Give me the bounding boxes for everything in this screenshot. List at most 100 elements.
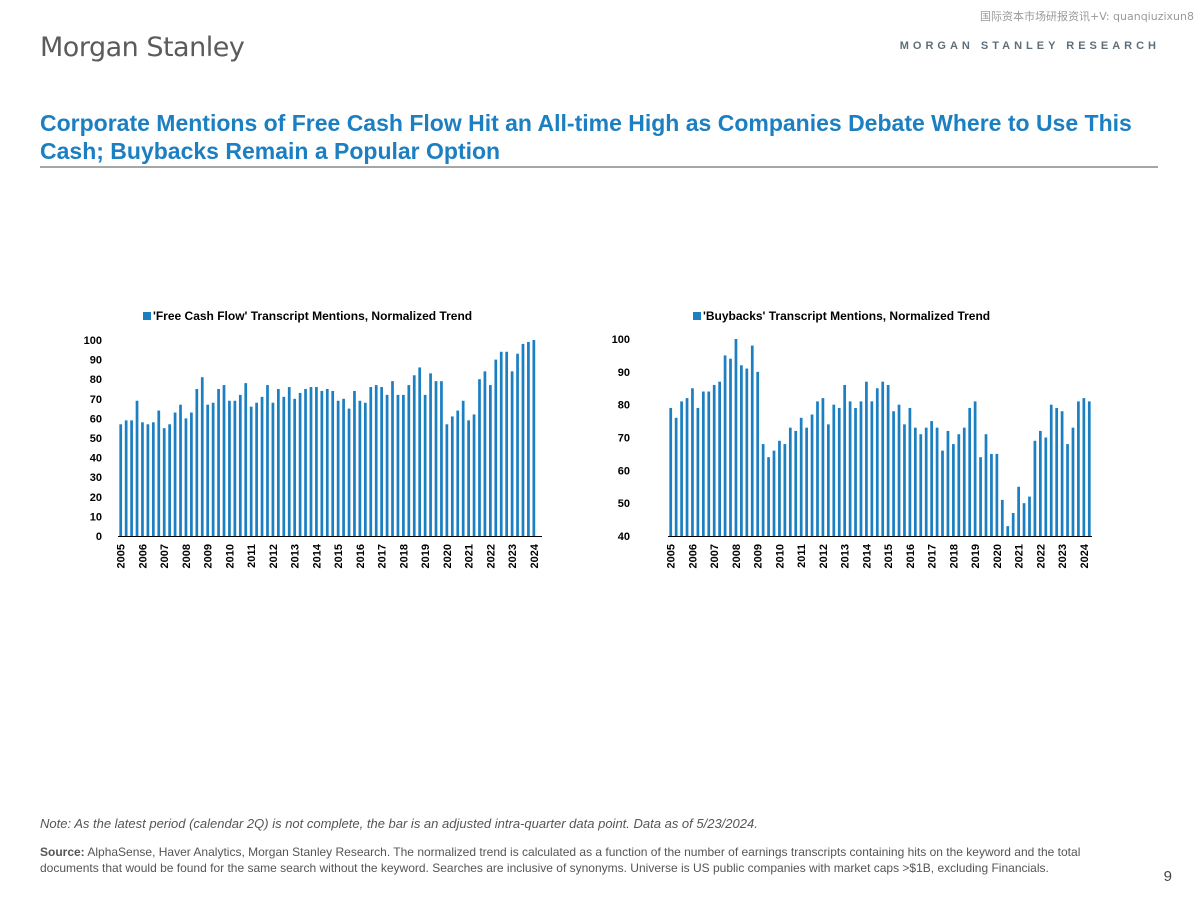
bar: [151, 422, 155, 536]
bar: [843, 384, 847, 536]
bar: [924, 427, 928, 536]
x-tick-label: 2016: [355, 544, 367, 568]
source-label: Source:: [40, 845, 85, 859]
bar: [1082, 398, 1086, 536]
x-tick-label: 2006: [687, 544, 699, 568]
bar: [794, 430, 798, 536]
bar: [821, 398, 825, 536]
bar: [674, 417, 678, 536]
bar: [892, 411, 895, 536]
chart-legend: 'Buybacks' Transcript Mentions, Normaliz…: [693, 309, 990, 323]
x-tick-label: 2023: [507, 544, 519, 568]
bar: [119, 424, 123, 536]
x-tick-label: 2008: [731, 544, 743, 568]
bar: [799, 417, 803, 536]
x-tick-label: 2009: [203, 544, 215, 568]
bar: [756, 371, 760, 536]
bar: [723, 355, 727, 536]
bar: [1028, 496, 1031, 536]
bar: [886, 384, 890, 536]
bar: [440, 381, 443, 536]
x-tick-label: 2022: [485, 544, 497, 568]
bar: [691, 388, 694, 536]
bar: [669, 407, 673, 536]
bar: [1049, 404, 1053, 536]
y-tick-label: 20: [90, 492, 102, 504]
bar: [837, 407, 841, 536]
bar: [315, 387, 318, 536]
bar: [984, 434, 988, 536]
bar: [908, 407, 912, 536]
bar: [935, 427, 939, 536]
bar: [734, 339, 738, 536]
bar: [499, 351, 503, 536]
bar: [516, 353, 519, 536]
bar: [363, 402, 367, 536]
bar: [162, 428, 166, 536]
bar: [952, 444, 955, 536]
bar: [342, 398, 345, 536]
bar: [211, 402, 215, 536]
bar: [391, 381, 394, 536]
bar: [244, 383, 248, 536]
bar: [434, 381, 438, 536]
bar: [941, 450, 944, 536]
y-tick-label: 70: [618, 433, 630, 445]
bar: [450, 416, 454, 536]
bar: [271, 402, 275, 536]
bar: [293, 398, 297, 536]
bar: [287, 387, 291, 536]
x-tick-label: 2011: [246, 544, 258, 568]
x-tick-label: 2015: [333, 544, 345, 568]
bar: [266, 385, 269, 536]
bar: [445, 424, 449, 536]
x-tick-label: 2015: [883, 544, 895, 568]
x-tick-label: 2019: [420, 544, 432, 568]
bar: [124, 420, 128, 536]
x-tick-label: 2010: [774, 544, 786, 568]
x-tick-label: 2024: [1079, 543, 1091, 568]
bar: [195, 389, 199, 536]
y-tick-label: 40: [90, 453, 102, 465]
brand-header: MORGAN STANLEY RESEARCH: [899, 40, 1160, 52]
bar: [1044, 437, 1048, 536]
bar: [827, 424, 830, 536]
bar: [881, 381, 885, 536]
x-tick-label: 2021: [464, 544, 476, 568]
bar: [1077, 401, 1080, 536]
bar: [930, 421, 933, 536]
bar: [168, 424, 171, 536]
y-tick-label: 80: [90, 374, 102, 386]
bar: [325, 389, 329, 536]
bar: [696, 407, 700, 536]
bar: [200, 377, 204, 536]
bar: [1000, 499, 1004, 536]
x-tick-label: 2008: [181, 544, 193, 568]
bar: [1022, 503, 1026, 536]
chart-note: Note: As the latest period (calendar 2Q)…: [40, 816, 758, 831]
bar: [358, 400, 362, 536]
bar: [190, 412, 193, 536]
bar: [238, 394, 242, 536]
x-tick-label: 2018: [948, 544, 960, 568]
bar: [745, 368, 749, 536]
y-tick-label: 60: [90, 413, 102, 425]
bar: [875, 388, 879, 536]
bar: [385, 394, 389, 536]
y-tick-label: 80: [618, 400, 630, 412]
y-tick-label: 30: [90, 472, 102, 484]
bar: [805, 427, 808, 536]
x-tick-label: 2014: [311, 543, 323, 568]
legend-swatch: [143, 312, 151, 320]
bar: [788, 427, 792, 536]
bar: [859, 401, 863, 536]
bar: [304, 389, 307, 536]
x-tick-label: 2006: [137, 544, 149, 568]
bar: [1055, 407, 1059, 536]
bar: [467, 420, 470, 536]
bar: [206, 404, 210, 536]
x-tick-label: 2013: [840, 544, 852, 568]
bar: [282, 396, 286, 536]
fcf-mentions-chart: 'Free Cash Flow' Transcript Mentions, No…: [84, 309, 542, 568]
bar: [298, 392, 302, 536]
